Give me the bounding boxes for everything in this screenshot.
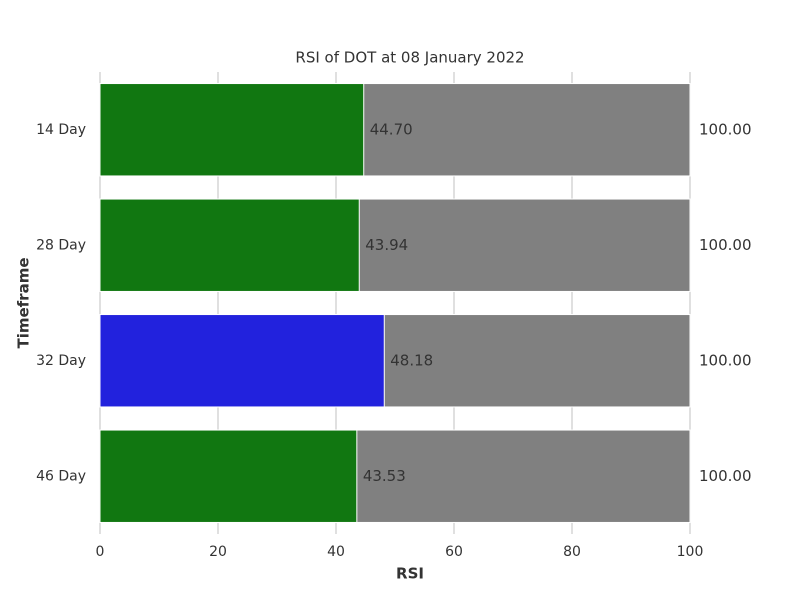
chart-title: RSI of DOT at 08 January 2022	[295, 49, 524, 67]
x-tick-label: 80	[563, 544, 581, 560]
x-tick-label: 0	[96, 544, 105, 560]
bar	[99, 314, 385, 408]
x-tick-label: 100	[677, 544, 704, 560]
value-label: 43.94	[365, 236, 408, 254]
x-axis-label: RSI	[396, 565, 424, 583]
y-tick-label: 46 Day	[36, 468, 86, 484]
bar	[99, 429, 358, 523]
bar	[99, 198, 360, 292]
x-tick-label: 20	[209, 544, 227, 560]
value-label: 100.00	[699, 120, 752, 138]
y-tick-label: 14 Day	[36, 122, 86, 138]
x-tick-label: 60	[445, 544, 463, 560]
x-tick-label: 40	[327, 544, 345, 560]
y-tick-label: 28 Day	[36, 237, 86, 253]
value-label: 44.70	[370, 120, 413, 138]
value-label: 43.53	[363, 467, 406, 485]
y-axis-label: Timeframe	[15, 257, 33, 348]
bar	[99, 83, 365, 177]
value-label: 100.00	[699, 467, 752, 485]
value-label: 100.00	[699, 236, 752, 254]
value-label: 100.00	[699, 351, 752, 369]
bars	[99, 83, 691, 523]
value-label: 48.18	[390, 351, 433, 369]
y-tick-label: 32 Day	[36, 353, 86, 369]
